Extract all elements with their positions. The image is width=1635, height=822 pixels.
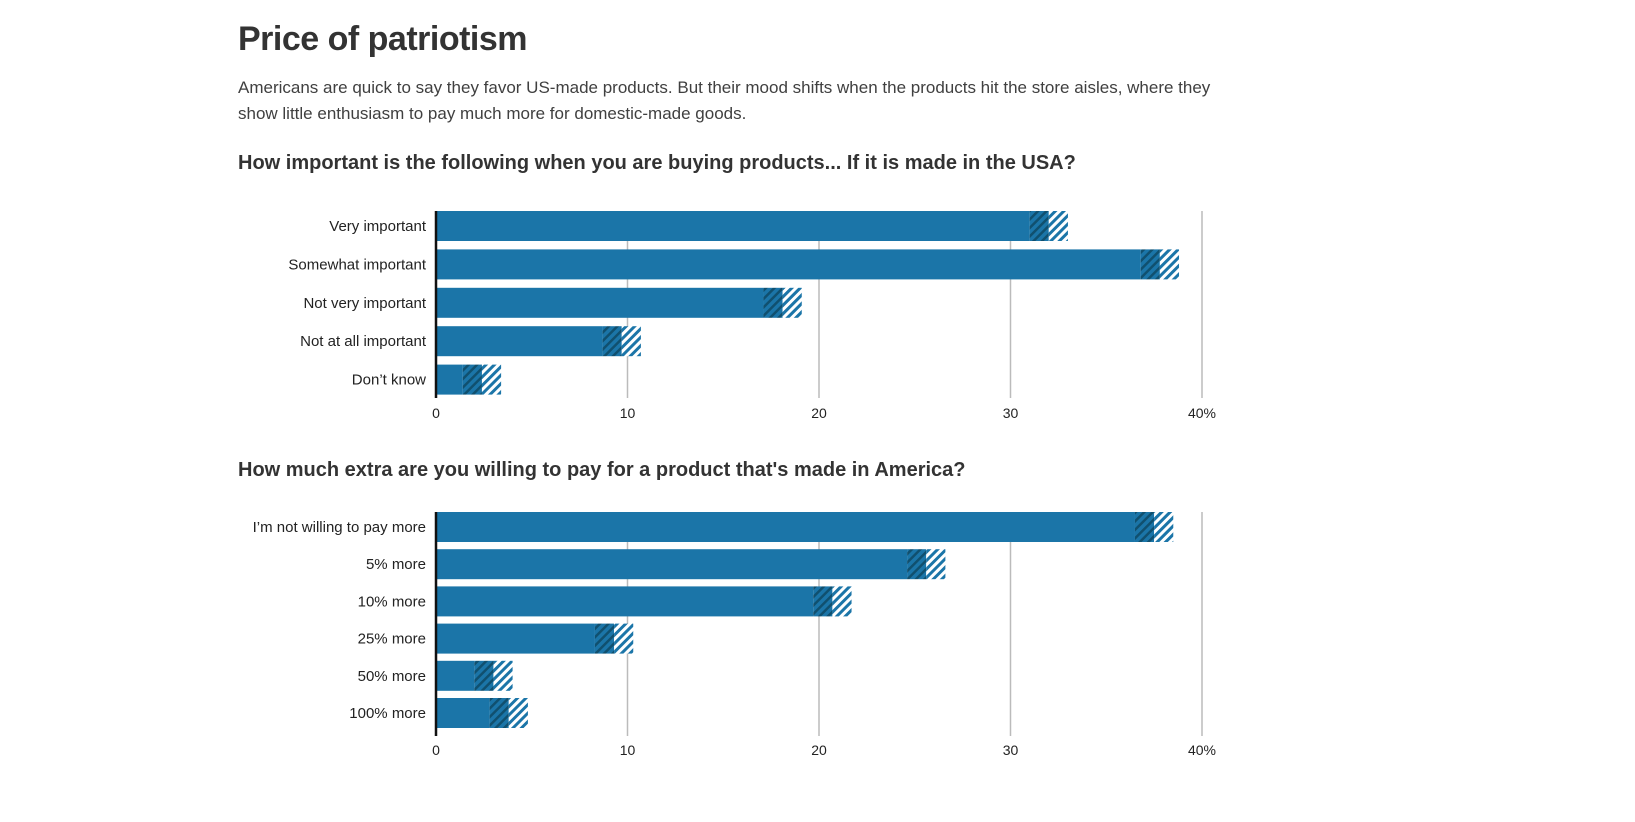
category-label: 50% more (358, 668, 426, 685)
dek: Americans are quick to say they favor US… (238, 78, 1211, 123)
x-tick-label: 30 (1003, 742, 1019, 758)
bar-moe-lower (489, 698, 509, 728)
chart-1-title: How important is the following when you … (238, 152, 1076, 174)
x-tick-label: 40% (1188, 405, 1216, 421)
bar (436, 211, 1030, 241)
bar-moe-upper (508, 698, 528, 728)
x-tick-label: 0 (432, 405, 440, 421)
category-label: Not at all important (300, 333, 427, 350)
category-label: Don’t know (352, 372, 426, 389)
bar (436, 549, 908, 580)
x-tick-label: 20 (811, 405, 827, 421)
chart-2-title: How much extra are you willing to pay fo… (238, 459, 966, 481)
x-tick-label: 20 (811, 742, 827, 758)
bar-moe-upper (832, 586, 852, 617)
bar (436, 364, 463, 395)
bar-moe-lower (602, 326, 622, 357)
category-label: Somewhat important (288, 256, 426, 273)
x-tick-label: 10 (620, 742, 636, 758)
category-label: 5% more (366, 556, 426, 573)
category-label: Very important (329, 218, 427, 235)
x-tick-label: 10 (620, 405, 636, 421)
bar (436, 586, 814, 617)
bar-moe-upper (1159, 249, 1180, 280)
bar (436, 698, 490, 728)
page-title: Price of patriotism (238, 20, 528, 58)
bar-moe-lower (763, 287, 783, 318)
bar-moe-lower (907, 549, 927, 580)
bar-moe-upper (1154, 512, 1174, 542)
bar-moe-upper (621, 326, 641, 357)
x-tick-label: 0 (432, 742, 440, 758)
bar-moe-lower (594, 623, 615, 654)
bar (436, 249, 1141, 280)
bar (436, 326, 603, 357)
x-tick-label: 40% (1188, 742, 1216, 758)
category-label: I’m not willing to pay more (253, 519, 426, 536)
bar-moe-upper (926, 549, 946, 580)
bar-moe-upper (782, 287, 802, 318)
category-label: 10% more (358, 593, 426, 610)
bar (436, 512, 1135, 542)
bar-moe-lower (462, 364, 482, 395)
bar-moe-lower (1134, 512, 1155, 542)
bar-moe-lower (1029, 211, 1049, 241)
bar-moe-lower (474, 660, 494, 691)
bar-moe-upper (481, 364, 502, 395)
bar-moe-lower (1140, 249, 1160, 280)
category-label: Not very important (303, 295, 426, 312)
bar-moe-upper (493, 660, 513, 691)
category-label: 25% more (358, 631, 426, 648)
bar (436, 623, 595, 654)
bar-moe-upper (1048, 211, 1068, 241)
x-tick-label: 30 (1003, 405, 1019, 421)
category-label: 100% more (349, 705, 426, 722)
bar (436, 287, 764, 318)
bar-moe-upper (614, 623, 634, 654)
bar (436, 660, 475, 691)
bar-moe-lower (813, 586, 833, 617)
